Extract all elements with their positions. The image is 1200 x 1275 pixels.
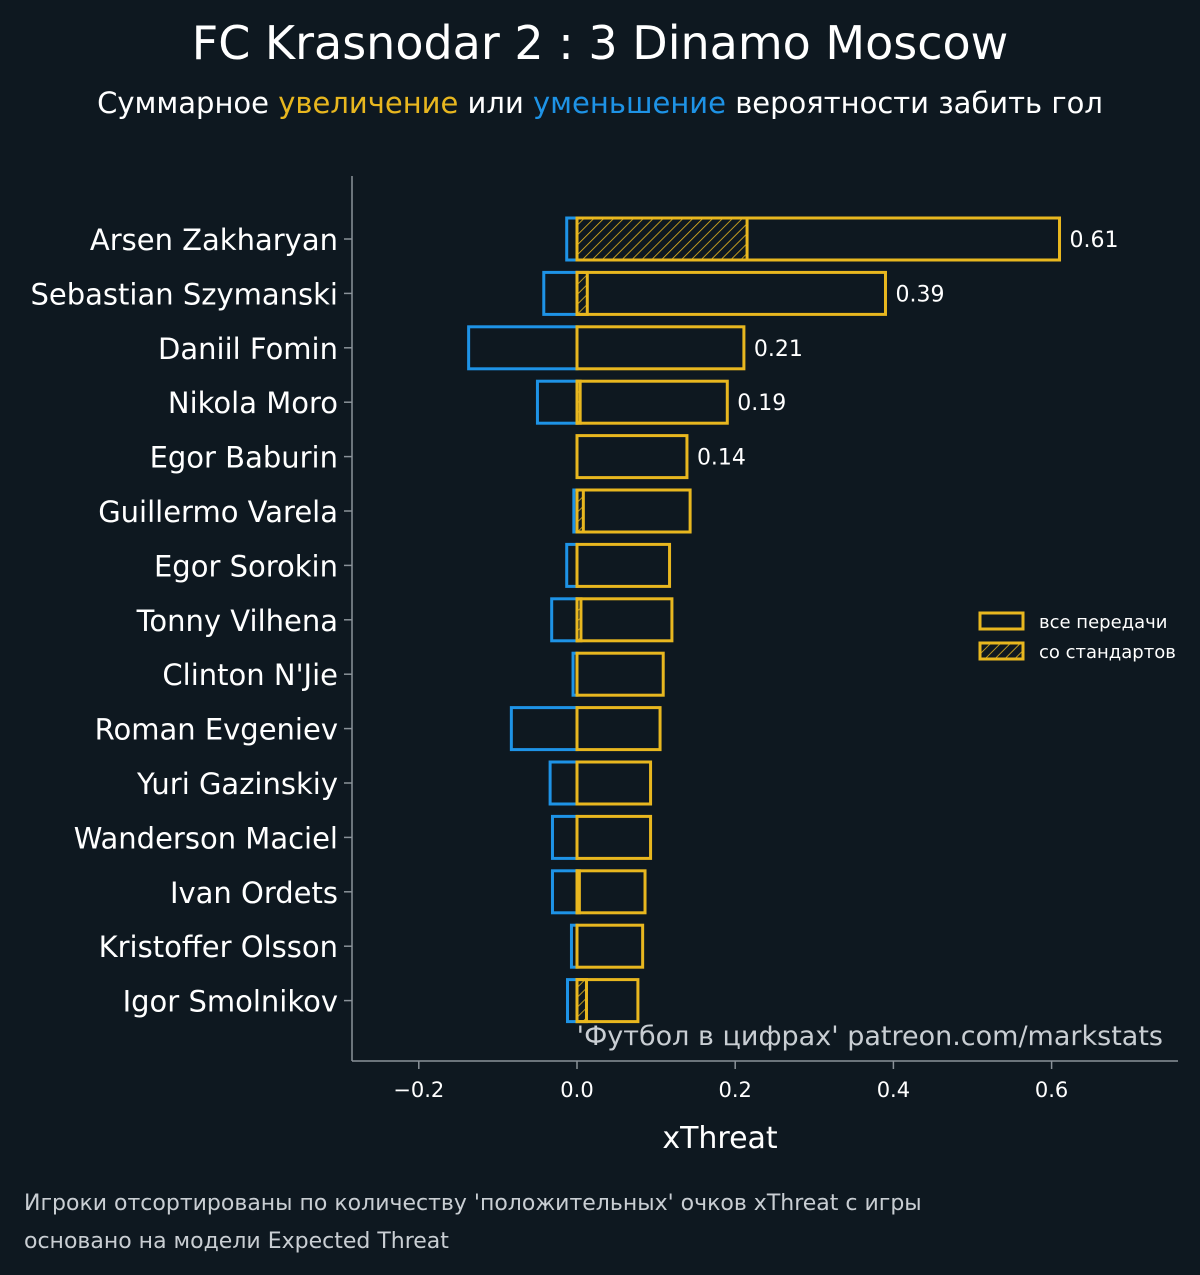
negative-bar [565, 542, 579, 588]
negative-bar [548, 760, 579, 806]
negative-bar [542, 270, 579, 316]
player-name-label: Sebastian Szymanski [31, 277, 339, 311]
subtitle-prefix: Суммарное [97, 86, 279, 120]
footnote: Игроки отсортированы по количеству 'поло… [24, 1185, 922, 1261]
player-name-label: Egor Sorokin [154, 549, 338, 583]
player-name-label: Roman Evgeniev [95, 713, 338, 747]
x-tick-label: −0.2 [393, 1078, 444, 1102]
positive-bar [575, 814, 653, 860]
positive-bar [575, 651, 665, 697]
positive-bar [575, 379, 729, 425]
positive-bar [575, 869, 647, 915]
positive-bar [575, 978, 640, 1024]
player-name-label: Nikola Moro [168, 386, 338, 420]
positive-bar [575, 923, 645, 969]
legend-swatch-all-passes [978, 611, 1025, 631]
legend-label-all-passes: все передачи [1039, 612, 1167, 633]
negative-bar [509, 706, 579, 752]
positive-bar [575, 216, 1062, 262]
subtitle-increase: увеличение [278, 86, 459, 120]
player-name-label: Yuri Gazinskiy [136, 767, 338, 801]
positive-bar [575, 706, 662, 752]
value-label: 0.61 [1070, 228, 1119, 253]
watermark: 'Футбол в цифрах' patreon.com/markstats [577, 1021, 1163, 1052]
player-name-label: Igor Smolnikov [123, 985, 338, 1019]
player-name-label: Egor Baburin [150, 441, 338, 475]
positive-bar [575, 325, 746, 371]
negative-bar [535, 379, 579, 425]
negative-bar [550, 814, 579, 860]
negative-bar [550, 869, 579, 915]
player-name-label: Wanderson Maciel [74, 821, 338, 855]
x-tick-label: 0.0 [560, 1078, 593, 1102]
subtitle-decrease: уменьшение [533, 86, 726, 120]
positive-bar [575, 488, 692, 534]
positive-bar [575, 434, 689, 480]
player-name-label: Clinton N'Jie [162, 658, 338, 692]
x-axis-label: xThreat [662, 1121, 778, 1156]
player-name-label: Tonny Vilhena [136, 604, 338, 638]
subtitle-middle: или [458, 86, 534, 120]
player-name-label: Arsen Zakharyan [90, 223, 338, 257]
player-name-label: Ivan Ordets [170, 876, 338, 910]
value-label: 0.14 [697, 446, 746, 471]
chart-title: FC Krasnodar 2 : 3 Dinamo Moscow [191, 16, 1009, 70]
set-piece-bar [575, 216, 749, 262]
player-name-label: Daniil Fomin [158, 332, 338, 366]
footnote-line-2: основано на модели Expected Threat [24, 1229, 449, 1254]
positive-bar [575, 270, 887, 316]
player-name-label: Guillermo Varela [98, 495, 338, 529]
player-name-label: Kristoffer Olsson [99, 930, 338, 964]
positive-bar [575, 597, 674, 643]
value-label: 0.19 [737, 391, 786, 416]
negative-bar [467, 325, 579, 371]
x-tick-label: 0.6 [1035, 1078, 1068, 1102]
legend-swatch-set-pieces [978, 641, 1025, 661]
x-tick-label: 0.2 [718, 1078, 751, 1102]
negative-bar [565, 216, 579, 262]
subtitle-suffix: вероятности забить гол [725, 86, 1103, 120]
negative-bar [550, 597, 579, 643]
value-label: 0.39 [895, 282, 944, 307]
x-tick-label: 0.4 [877, 1078, 910, 1102]
value-label: 0.21 [754, 337, 803, 362]
footnote-line-1: Игроки отсортированы по количеству 'поло… [24, 1191, 922, 1216]
positive-bar [575, 542, 672, 588]
chart-subtitle: Суммарное увеличение или уменьшение веро… [0, 86, 1200, 120]
set-piece-bar [575, 270, 589, 316]
positive-bar [575, 760, 653, 806]
legend-label-set-pieces: со стандартов [1039, 642, 1176, 663]
